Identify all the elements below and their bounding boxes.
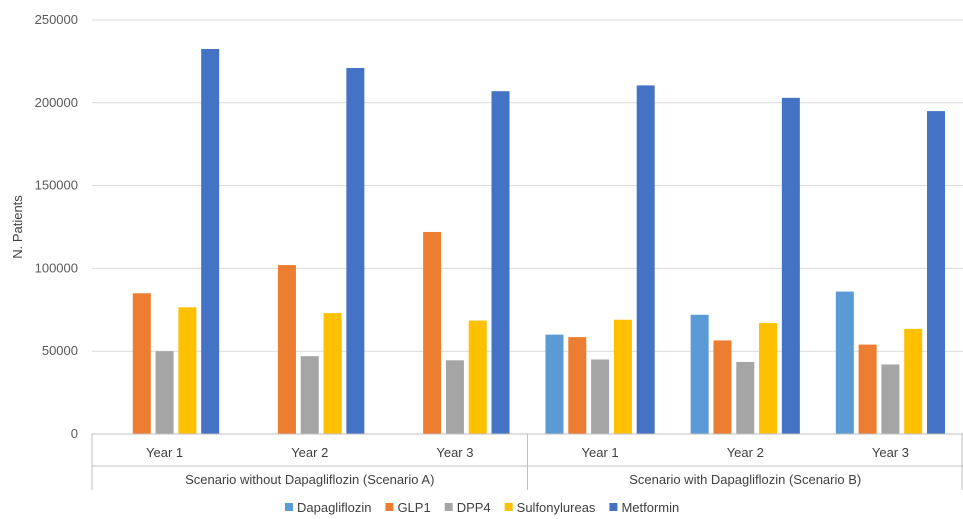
group-label: Scenario without Dapagliflozin (Scenario… [185,472,434,487]
bar-metformin [782,98,800,434]
legend-swatch [609,503,617,511]
legend-label: Dapagliflozin [297,500,371,515]
x-tick-label: Year 3 [872,445,909,460]
legend-swatch [385,503,393,511]
bar-dpp4 [301,356,319,434]
y-axis-label: N. Patients [10,195,25,259]
x-tick-label: Year 3 [436,445,473,460]
legend-label: GLP1 [397,500,430,515]
legend-label: Sulfonylureas [517,500,596,515]
bar-metformin [492,91,510,434]
y-tick-label: 50000 [42,343,78,358]
bar-dpp4 [156,351,174,434]
bar-sulfonylureas [614,320,632,434]
bar-glp1 [278,265,296,434]
bar-sulfonylureas [178,307,196,434]
bar-metformin [201,49,219,434]
bar-glp1 [133,293,151,434]
bar-sulfonylureas [324,313,342,434]
bar-sulfonylureas [469,321,487,434]
y-tick-label: 250000 [35,12,78,27]
legend: Dapagliflozin GLP1 DPP4 Sulfonylureas Metfor… [285,500,679,515]
y-tick-label: 200000 [35,95,78,110]
x-tick-label: Year 2 [291,445,328,460]
bar-glp1 [568,337,586,434]
legend-swatch [505,503,513,511]
legend-swatch [445,503,453,511]
bar-sulfonylureas [759,323,777,434]
bar-sulfonylureas [904,329,922,434]
gridlines [92,20,963,434]
bar-dapagliflozin [545,335,563,434]
legend-swatch [285,503,293,511]
bar-dpp4 [446,360,464,434]
bars [133,49,945,434]
bar-glp1 [859,345,877,434]
y-tick-label: 100000 [35,260,78,275]
bar-dpp4 [736,362,754,434]
bar-dpp4 [881,364,899,434]
bar-dapagliflozin [691,315,709,434]
legend-label: DPP4 [457,500,491,515]
bar-dapagliflozin [836,292,854,434]
legend-label: Metformin [621,500,679,515]
bar-metformin [346,68,364,434]
x-tick-label: Year 2 [727,445,764,460]
bar-glp1 [713,340,731,434]
y-tick-label: 0 [71,426,78,441]
group-label: Scenario with Dapagliflozin (Scenario B) [629,472,861,487]
x-tick-label: Year 1 [146,445,183,460]
y-tick-label: 150000 [35,178,78,193]
bar-dpp4 [591,359,609,434]
x-tick-label: Year 1 [582,445,619,460]
y-tick-labels: 0 50000 100000 150000 200000 250000 [35,12,78,441]
bar-metformin [927,111,945,434]
bar-glp1 [423,232,441,434]
bar-metformin [637,85,655,434]
